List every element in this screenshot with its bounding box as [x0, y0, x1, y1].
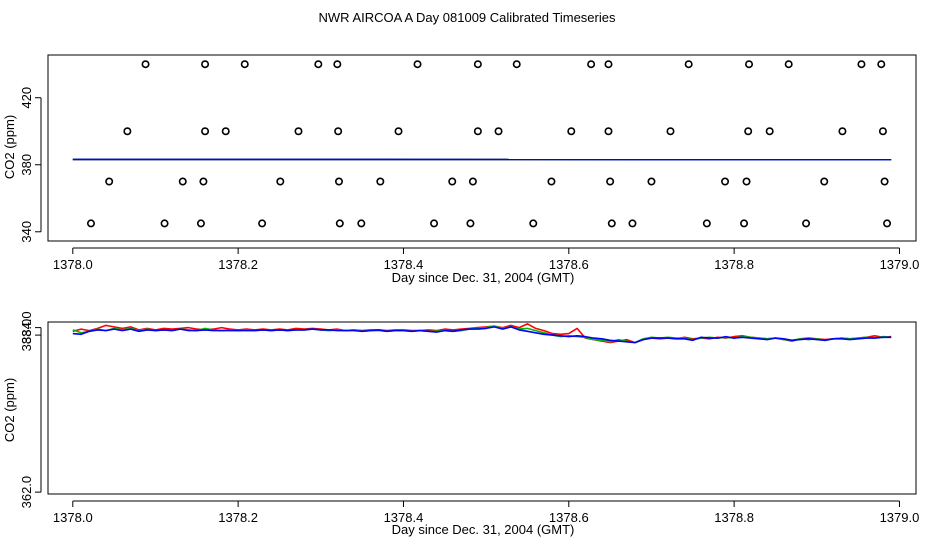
panel-1-y-axis: 340 380 420 [19, 87, 42, 243]
panel-1-data-point [666, 127, 675, 136]
panel-1-data-point [276, 177, 285, 186]
panel-2-y-axis-label: CO2 (ppm) [2, 378, 17, 442]
panel-1-data-point [473, 60, 482, 69]
panel-1-data-point [123, 127, 132, 136]
panel-2-x-axis: 1378.0 1378.2 1378.4 1378.6 1378.8 1379.0 [53, 500, 920, 525]
panel-2-x-tick-label: 1378.4 [384, 510, 424, 525]
panel-1-data-point [86, 219, 95, 228]
panel-1-x-tick-label: 1378.4 [384, 257, 424, 272]
panel-2-x-tick-label: 1378.8 [714, 510, 754, 525]
panel-1-data-point [466, 219, 475, 228]
panel-1-data-point [604, 60, 613, 69]
panel-2-y-tick-label: 384.0 [19, 311, 34, 344]
panel-1-data-point [567, 127, 576, 136]
panel-1-data-point [684, 60, 693, 69]
panel-1-data-point [473, 127, 482, 136]
panel-2-series-blue-line [72, 326, 892, 344]
panel-1-y-tick-label: 420 [19, 87, 34, 109]
panel-1-data-point [740, 219, 749, 228]
panel-1-data-point [547, 177, 556, 186]
panel-1-data-point [529, 219, 538, 228]
panel-1-data-point [258, 219, 267, 228]
panel-1-x-axis-label: Day since Dec. 31, 2004 (GMT) [392, 270, 575, 285]
panel-1-y-axis-label: CO2 (ppm) [2, 115, 17, 179]
panel-1-data-point [448, 177, 457, 186]
figure-title: NWR AIRCOA A Day 081009 Calibrated Times… [319, 10, 616, 25]
panel-1-data-point [512, 60, 521, 69]
panel-2-x-tick-label: 1379.0 [880, 510, 920, 525]
panel-1-data-point [430, 219, 439, 228]
panel-1-x-tick-label: 1378.2 [218, 257, 258, 272]
panel-1-data-point [784, 60, 793, 69]
panel-2-data-layer [72, 323, 892, 344]
panel-2-chart: 1378.0 1378.2 1378.4 1378.6 1378.8 1379.0 362… [2, 311, 919, 537]
panel-1-y-tick-label: 340 [19, 221, 34, 243]
panel-1-data-point [802, 219, 811, 228]
panel-1-data-point [333, 60, 342, 69]
panel-1-data-point [857, 60, 866, 69]
panel-1-data-point [702, 219, 711, 228]
panel-1-data-point [294, 127, 303, 136]
panel-1-data-point [357, 219, 366, 228]
panel-1-data-point [745, 60, 754, 69]
panel-1-data-point [240, 60, 249, 69]
panel-1-y-tick-label: 380 [19, 154, 34, 176]
panel-1-x-tick-label: 1378.6 [549, 257, 589, 272]
panel-1-x-tick-label: 1378.0 [53, 257, 93, 272]
panel-1-data-point [376, 177, 385, 186]
panel-1-data-point [765, 127, 774, 136]
panel-1-data-point [880, 177, 889, 186]
panel-1-data-point [335, 219, 344, 228]
panel-1-data-point [413, 60, 422, 69]
panel-1-data-point [721, 177, 730, 186]
panel-1-data-point [820, 177, 829, 186]
panel-1-plot-frame [47, 54, 917, 242]
panel-1-data-point [141, 60, 150, 69]
panel-1-data-point [105, 177, 114, 186]
panel-1-data-point [587, 60, 596, 69]
panel-1-data-point [221, 127, 230, 136]
panel-2-y-tick-label: 383.0 [19, 319, 34, 352]
panel-1-data-point [394, 127, 403, 136]
panel-1-data-point [494, 127, 503, 136]
panel-1-data-point [201, 127, 210, 136]
panel-1-data-point [199, 177, 208, 186]
panel-1-data-point [604, 127, 613, 136]
panel-1-data-point [742, 177, 751, 186]
panel-2-x-tick-label: 1378.2 [218, 510, 258, 525]
panel-1-data-point [647, 177, 656, 186]
panel-1-data-point [628, 219, 637, 228]
panel-1-data-point [334, 127, 343, 136]
panel-1-x-axis: 1378.0 1378.2 1378.4 1378.6 1378.8 1379.0 [53, 247, 920, 272]
panel-1-data-point [878, 127, 887, 136]
panel-2-plot-frame [47, 321, 917, 495]
panel-1-data-point [607, 219, 616, 228]
panel-2-x-axis-label: Day since Dec. 31, 2004 (GMT) [392, 522, 575, 537]
panel-1-data-point [877, 60, 886, 69]
panel-1-data-point [883, 219, 892, 228]
panel-1-x-tick-label: 1378.8 [714, 257, 754, 272]
panel-1-data-point [314, 60, 323, 69]
panel-2-y-tick-label: 362.0 [19, 476, 34, 509]
panel-1-data-point [468, 177, 477, 186]
panel-1-data-point [160, 219, 169, 228]
panel-1-data-point [838, 127, 847, 136]
panel-2-x-tick-label: 1378.6 [549, 510, 589, 525]
panel-2-x-tick-label: 1378.0 [53, 510, 93, 525]
panel-1-data-point [178, 177, 187, 186]
panel-1-data-layer [72, 60, 892, 228]
panel-1-data-point [606, 177, 615, 186]
panel-1-data-point [744, 127, 753, 136]
panel-1-data-point [201, 60, 210, 69]
panel-1-data-point [196, 219, 205, 228]
panel-1-x-tick-label: 1379.0 [880, 257, 920, 272]
panel-1-data-point [334, 177, 343, 186]
panel-1-chart: 1378.0 1378.2 1378.4 1378.6 1378.8 1379.0 340… [2, 54, 920, 285]
